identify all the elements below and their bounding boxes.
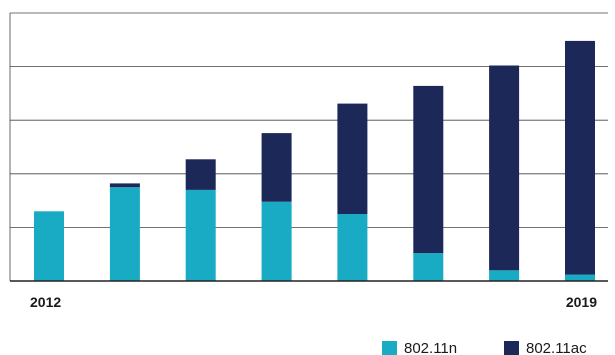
bar-802-11ac-7: [489, 65, 520, 271]
bar-802-11ac-4: [261, 133, 292, 202]
bar-802-11n-4: [261, 201, 292, 281]
bar-802-11n-8: [565, 274, 595, 281]
x-tick-label-end: 2019: [566, 294, 597, 310]
bar-802-11n-5: [337, 214, 368, 281]
legend-swatch-802-11ac: [504, 341, 519, 355]
bar-802-11ac-3: [185, 159, 216, 190]
bar-802-11n-1: [34, 211, 64, 281]
bar-802-11n-2: [109, 187, 140, 281]
x-tick-label-start: 2012: [30, 294, 61, 310]
bar-802-11ac-2: [109, 183, 140, 188]
legend-label-802-11n: 802.11n: [404, 340, 457, 355]
legend: 802.11n 802.11ac: [382, 340, 587, 355]
legend-label-802-11ac: 802.11ac: [526, 340, 587, 355]
bar-802-11n-3: [185, 189, 216, 281]
legend-swatch-802-11n: [382, 341, 397, 355]
bar-802-11ac-8: [565, 40, 595, 275]
bar-802-11ac-6: [413, 85, 444, 254]
bars: [34, 40, 595, 281]
bar-802-11ac-5: [337, 103, 368, 214]
bar-802-11n-6: [413, 253, 444, 281]
bar-802-11n-7: [489, 270, 520, 281]
